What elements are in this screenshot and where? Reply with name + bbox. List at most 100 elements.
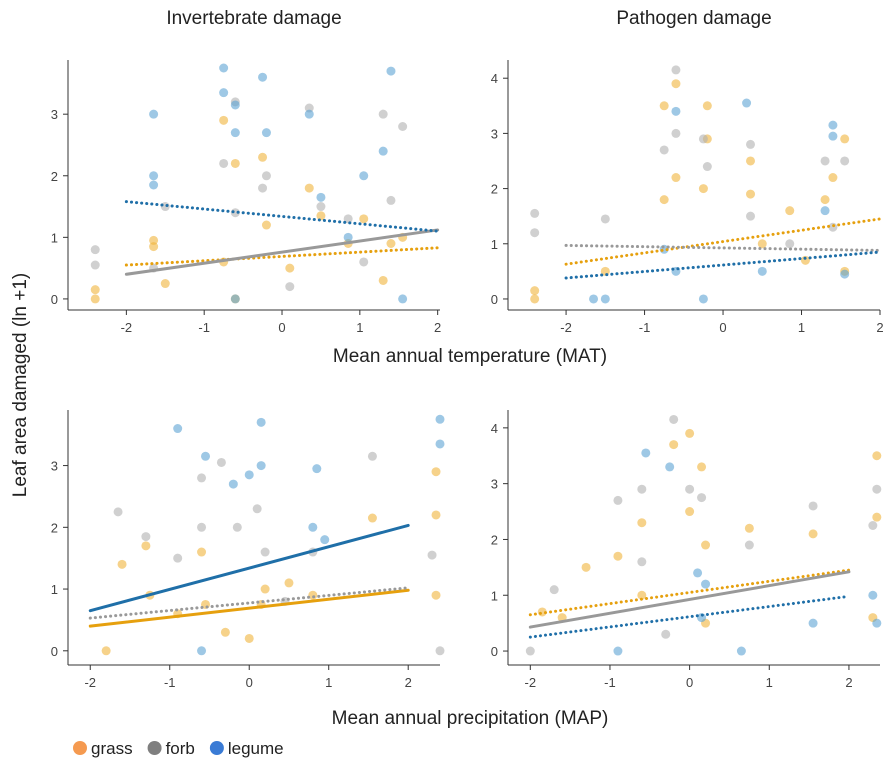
data-point: [90, 245, 100, 255]
data-point: [160, 279, 170, 289]
data-point: [378, 109, 388, 119]
data-point: [671, 79, 681, 89]
data-point: [427, 550, 437, 560]
data-point: [671, 173, 681, 183]
data-point: [698, 134, 708, 144]
x-tick-label: 2: [845, 675, 852, 690]
data-point: [230, 294, 240, 304]
x-axis-label: Mean annual precipitation (MAP): [332, 708, 609, 729]
data-point: [398, 294, 408, 304]
trend-line: [124, 228, 440, 276]
data-point: [359, 214, 369, 224]
y-tick-label: 1: [51, 582, 58, 597]
x-tick-label: 0: [686, 675, 693, 690]
y-tick-label: 3: [491, 477, 498, 492]
trend-line: [124, 246, 440, 267]
data-point: [820, 206, 830, 216]
data-point: [228, 479, 238, 489]
data-point: [219, 158, 229, 168]
data-point: [197, 522, 207, 532]
data-point: [637, 557, 647, 567]
data-point: [698, 294, 708, 304]
data-point: [431, 467, 441, 477]
data-point: [828, 173, 838, 183]
x-tick-label: 1: [325, 675, 332, 690]
data-point: [141, 532, 151, 542]
data-point: [744, 540, 754, 550]
data-point: [285, 263, 295, 273]
data-point: [316, 192, 326, 202]
data-point: [613, 646, 623, 656]
data-point: [702, 101, 712, 111]
data-point: [304, 109, 314, 119]
data-point: [90, 260, 100, 270]
trend-line: [528, 594, 851, 639]
x-tick-label: -1: [604, 675, 616, 690]
trend-line: [88, 586, 410, 620]
data-point: [219, 63, 229, 73]
data-point: [530, 286, 540, 296]
data-point: [613, 495, 623, 505]
data-point: [659, 195, 669, 205]
y-axis-label: Leaf area damaged (ln +1): [10, 273, 31, 497]
data-point: [219, 115, 229, 125]
data-point: [872, 512, 882, 522]
legend-label: forb: [166, 739, 195, 758]
y-tick-label: 2: [51, 169, 58, 184]
data-point: [359, 257, 369, 267]
data-point: [232, 522, 242, 532]
data-point: [697, 493, 707, 503]
data-point: [600, 214, 610, 224]
x-tick-label: -2: [560, 320, 572, 335]
legend-label: legume: [228, 739, 284, 758]
panel-title: Pathogen damage: [616, 8, 771, 29]
data-point: [659, 145, 669, 155]
y-tick-label: 2: [491, 182, 498, 197]
data-point: [872, 451, 882, 461]
y-tick-label: 3: [51, 107, 58, 122]
data-point: [669, 440, 679, 450]
trend-line: [88, 588, 410, 628]
data-point: [746, 156, 756, 166]
x-tick-label: 0: [278, 320, 285, 335]
data-point: [149, 171, 159, 181]
trend-line: [564, 250, 882, 280]
data-point: [840, 269, 850, 279]
data-point: [117, 559, 127, 569]
data-point: [90, 294, 100, 304]
y-tick-label: 3: [51, 459, 58, 474]
x-tick-label: 1: [356, 320, 363, 335]
legend-marker: [209, 741, 224, 755]
data-point: [173, 553, 183, 563]
data-point: [820, 195, 830, 205]
panel-title: Invertebrate damage: [166, 8, 341, 29]
data-point: [343, 214, 353, 224]
data-point: [431, 590, 441, 600]
data-point: [702, 162, 712, 172]
data-point: [386, 238, 396, 248]
data-point: [304, 183, 314, 193]
data-point: [378, 275, 388, 285]
data-point: [736, 646, 746, 656]
legend-label: grass: [91, 739, 133, 758]
data-point: [659, 101, 669, 111]
data-point: [549, 585, 559, 595]
data-point: [149, 235, 159, 245]
x-tick-label: -1: [164, 675, 176, 690]
data-point: [828, 222, 838, 232]
data-point: [808, 501, 818, 511]
data-point: [828, 120, 838, 130]
data-point: [261, 220, 271, 230]
x-tick-label: 2: [405, 675, 412, 690]
data-point: [367, 451, 377, 461]
data-point: [435, 414, 445, 424]
data-point: [260, 547, 270, 557]
data-point: [637, 518, 647, 528]
y-tick-label: 3: [491, 126, 498, 141]
y-tick-label: 0: [51, 644, 58, 659]
data-point: [320, 535, 330, 545]
data-point: [435, 646, 445, 656]
data-point: [685, 484, 695, 494]
legend-marker: [73, 741, 87, 755]
data-point: [757, 266, 767, 276]
